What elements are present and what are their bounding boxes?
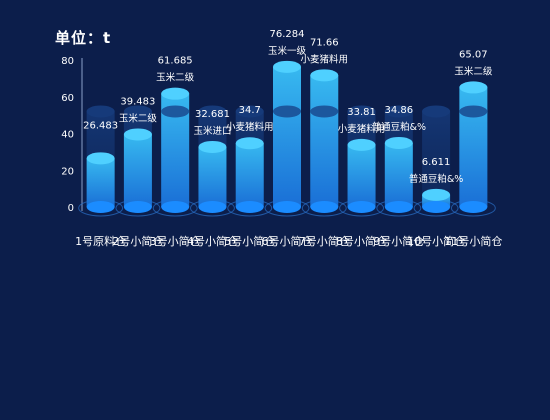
bar-bottom-cap — [235, 201, 264, 213]
capacity-cylinder-top — [235, 105, 264, 118]
bar-top-cap — [347, 138, 376, 151]
material-label: 普通豆粕&% — [372, 121, 426, 133]
bar — [384, 142, 413, 207]
bar-bottom-cap — [123, 201, 152, 213]
bar — [273, 66, 301, 207]
x-tick-label: 3号小简仓 — [150, 234, 201, 248]
material-label: 玉米二级 — [454, 65, 493, 77]
x-tick-label: 8号小简仓 — [336, 234, 387, 248]
material-label: 玉米二级 — [156, 72, 195, 84]
capacity-level-band — [459, 105, 488, 118]
bar-top-cap — [273, 60, 301, 73]
bar-top-cap — [459, 81, 488, 94]
bar-bottom-cap — [310, 201, 339, 213]
bar — [123, 134, 152, 207]
data-label: 6.611 — [422, 157, 451, 168]
bar-top-cap — [235, 137, 264, 150]
y-tick-label: 60 — [61, 93, 74, 104]
bar-top-cap — [198, 140, 227, 153]
x-tick-label: 2号小简仓 — [112, 234, 163, 248]
bar-top-cap — [123, 128, 152, 141]
data-label: 32.681 — [195, 109, 230, 120]
material-label: 小麦猪料用 — [226, 121, 274, 133]
material-label: 普通豆粕&% — [409, 173, 463, 185]
material-label: 玉米进口 — [193, 125, 231, 137]
unit-title: 单位：t — [55, 29, 112, 47]
y-tick-label: 0 — [68, 203, 74, 214]
bar — [310, 75, 339, 207]
y-tick-label: 20 — [61, 166, 74, 177]
capacity-cylinder-top — [422, 105, 451, 118]
bar-bottom-cap — [198, 201, 227, 213]
y-tick-label: 40 — [61, 130, 74, 141]
bar-bottom-cap — [86, 201, 115, 213]
data-label: 39.483 — [120, 96, 155, 107]
data-label: 34.7 — [239, 105, 261, 116]
data-label: 33.81 — [347, 107, 376, 118]
capacity-level-band — [310, 105, 339, 118]
bar-bottom-cap — [384, 201, 413, 213]
y-tick-label: 80 — [61, 56, 74, 67]
bar — [235, 143, 264, 207]
x-tick-label: 6号小简仓 — [262, 234, 313, 248]
data-label: 65.07 — [459, 49, 488, 60]
capacity-level-band — [161, 105, 190, 118]
data-label: 26.483 — [83, 120, 118, 131]
capacity-level-band — [273, 105, 301, 118]
capacity-cylinder-top — [198, 105, 227, 118]
capacity-cylinder-top — [347, 105, 376, 118]
bar — [459, 87, 488, 207]
bar — [347, 144, 376, 207]
bar — [198, 146, 227, 207]
data-label: 76.284 — [270, 29, 305, 40]
x-tick-label: 10号小简仓 — [407, 234, 465, 248]
data-label: 71.66 — [310, 37, 339, 48]
material-label: 玉米二级 — [119, 112, 158, 124]
bar-top-cap — [384, 136, 413, 149]
x-tick-label: 1号原料仓 — [75, 234, 126, 248]
x-tick-label: 5号小简仓 — [224, 234, 275, 248]
data-label: 61.685 — [158, 56, 193, 67]
x-tick-label: 4号小简仓 — [187, 234, 238, 248]
bar-bottom-cap — [347, 201, 376, 213]
bar — [86, 158, 115, 207]
bar-top-cap — [422, 188, 451, 201]
data-label: 34.86 — [384, 105, 413, 116]
bar-bottom-cap — [161, 201, 190, 213]
x-tick-label: 11号小简仓 — [444, 234, 502, 248]
capacity-cylinder-top — [123, 105, 152, 118]
capacity-cylinder-top — [86, 105, 115, 118]
bar-top-cap — [86, 152, 115, 165]
material-label: 小麦猪料用 — [301, 53, 349, 65]
bar-top-cap — [310, 69, 339, 82]
material-label: 小麦猪料用 — [338, 123, 386, 135]
capacity-cylinder-top — [384, 105, 413, 118]
bar-bottom-cap — [459, 201, 488, 213]
bar-bottom-cap — [422, 201, 451, 213]
x-tick-label: 9号小简仓 — [373, 234, 424, 248]
x-tick-label: 7号小简仓 — [299, 234, 350, 248]
bar-bottom-cap — [273, 201, 301, 213]
material-label: 玉米一级 — [268, 45, 307, 57]
bar-top-cap — [161, 87, 190, 100]
